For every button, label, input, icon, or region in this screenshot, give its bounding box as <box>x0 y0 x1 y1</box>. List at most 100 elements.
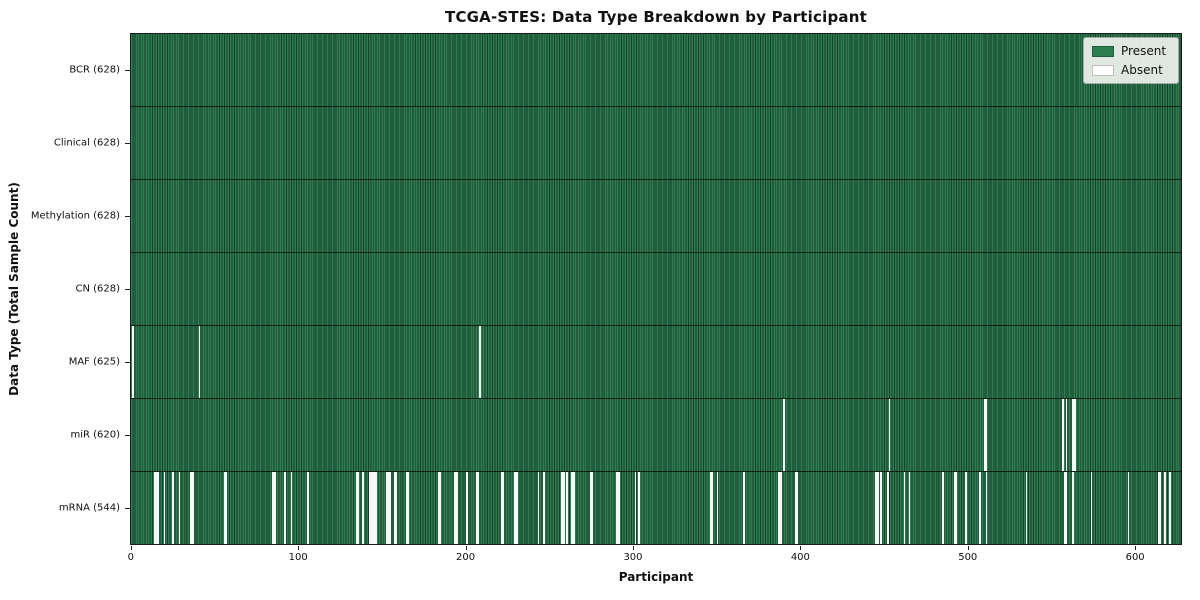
absent-stripe <box>455 472 458 544</box>
y-tick-mark <box>125 142 130 144</box>
absent-stripe <box>198 326 201 398</box>
absent-stripe <box>1074 399 1076 471</box>
absent-stripe <box>178 472 181 544</box>
absent-stripe <box>1164 472 1166 544</box>
absent-stripe <box>374 472 376 544</box>
absent-stripe <box>290 472 293 544</box>
absent-stripe <box>437 472 440 544</box>
absent-stripe <box>475 472 478 544</box>
row-band-mRNA <box>131 471 1181 544</box>
absent-stripe <box>589 472 592 544</box>
row-band-miR <box>131 398 1181 471</box>
absent-stripe <box>131 326 134 398</box>
absent-stripe <box>978 472 981 544</box>
absent-stripe <box>272 472 274 544</box>
absent-stripe <box>743 472 745 544</box>
absent-stripe <box>796 472 799 544</box>
absent-stripe <box>163 472 166 544</box>
absent-stripe <box>942 472 944 544</box>
absent-stripe <box>355 472 358 544</box>
x-tick-mark <box>465 546 467 550</box>
absent-stripe <box>514 472 517 544</box>
x-tick-label: 600 <box>1125 552 1145 563</box>
absent-stripe <box>375 472 378 544</box>
absent-stripe <box>591 472 593 544</box>
absent-stripe <box>387 472 390 544</box>
absent-stripe <box>908 472 911 544</box>
row-band-CN <box>131 252 1181 325</box>
absent-stripe <box>385 472 388 544</box>
absent-stripe <box>1025 472 1028 544</box>
absent-stripe <box>1127 472 1130 544</box>
absent-stripe <box>1062 399 1065 471</box>
absent-stripe <box>955 472 958 544</box>
absent-stripe <box>886 472 889 544</box>
x-tick-mark <box>800 546 802 550</box>
legend-item-absent: Absent <box>1092 63 1170 77</box>
absent-stripe <box>1065 399 1068 471</box>
absent-stripe <box>370 472 373 544</box>
absent-stripe <box>537 472 540 544</box>
x-tick-mark <box>130 546 132 550</box>
absent-stripe <box>1090 472 1093 544</box>
absent-stripe <box>1159 472 1161 544</box>
absent-stripe <box>362 472 365 544</box>
absent-stripe <box>888 399 891 471</box>
y-tick-mark <box>125 289 130 290</box>
absent-stripe <box>395 472 398 544</box>
absent-stripe <box>572 472 575 544</box>
absent-stripe <box>273 472 276 544</box>
absent-stripe <box>617 472 620 544</box>
absent-stripe <box>439 472 441 544</box>
absent-stripe <box>454 472 456 544</box>
absent-stripe <box>571 472 573 544</box>
x-tick-label: 0 <box>127 552 135 563</box>
absent-stripe <box>542 472 545 544</box>
row-band-MAF <box>131 325 1181 398</box>
legend-swatch-icon <box>1092 45 1114 57</box>
x-tick-mark <box>967 546 969 550</box>
absent-stripe <box>1072 399 1075 471</box>
absent-stripe <box>369 472 371 544</box>
absent-stripe <box>566 472 568 544</box>
absent-stripe <box>711 472 714 544</box>
legend-item-present: Present <box>1092 44 1170 58</box>
absent-stripe <box>501 472 503 544</box>
absent-stripe <box>638 472 640 544</box>
row-band-BCR <box>131 34 1181 106</box>
legend-label: Present <box>1121 44 1167 58</box>
absent-stripe <box>1065 472 1068 544</box>
absent-stripe <box>477 472 480 544</box>
x-tick-mark <box>632 546 634 550</box>
plot-area <box>130 33 1182 545</box>
absent-stripe <box>357 472 360 544</box>
x-axis-label: Participant <box>618 570 694 584</box>
absent-stripe <box>223 472 226 544</box>
y-tick-label-Clinical: Clinical (628) <box>53 137 120 149</box>
absent-stripe <box>307 472 309 544</box>
y-tick-label-Methylation: Methylation (628) <box>30 210 120 222</box>
x-tick-label: 500 <box>958 552 978 563</box>
absent-stripe <box>1169 472 1171 544</box>
y-tick-mark <box>125 69 130 71</box>
absent-stripe <box>983 399 986 471</box>
absent-stripe <box>283 472 286 544</box>
row-band-Methylation <box>131 179 1181 252</box>
y-tick-mark <box>125 362 130 364</box>
absent-stripe <box>985 399 988 471</box>
absent-stripe <box>171 472 174 544</box>
absent-stripe <box>709 472 712 544</box>
absent-stripe <box>562 472 565 544</box>
absent-stripe <box>156 472 159 544</box>
absent-stripe <box>405 472 408 544</box>
y-tick-label-MAF: MAF (625) <box>68 356 120 368</box>
absent-stripe <box>778 472 781 544</box>
absent-stripe <box>616 472 618 544</box>
legend: Present Absent <box>1083 37 1179 84</box>
chart-title: TCGA-STES: Data Type Breakdown by Partic… <box>445 8 867 26</box>
y-tick-label-miR: miR (620) <box>70 429 120 441</box>
absent-stripe <box>780 472 782 544</box>
absent-stripe <box>1064 472 1066 544</box>
x-tick-label: 400 <box>790 552 810 563</box>
